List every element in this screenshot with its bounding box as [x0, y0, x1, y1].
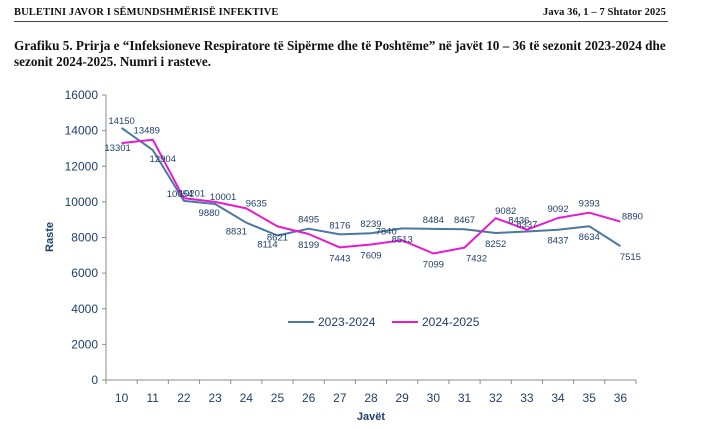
data-label: 8513 — [392, 234, 413, 245]
data-label: 7432 — [466, 254, 487, 265]
data-label: 8199 — [298, 240, 319, 251]
x-tick-label: 10 — [115, 391, 129, 405]
x-tick-label: 24 — [240, 391, 254, 405]
x-tick-label: 33 — [520, 391, 534, 405]
data-label: 13489 — [134, 126, 160, 137]
data-label: 7443 — [329, 253, 350, 264]
data-label: 8634 — [579, 232, 600, 243]
y-tick-label: 4000 — [71, 302, 98, 316]
week-range: Java 36, 1 – 7 Shtator 2025 — [543, 7, 666, 18]
data-label: 8437 — [547, 236, 568, 247]
data-label: 8495 — [298, 215, 319, 226]
x-tick-label: 22 — [177, 391, 191, 405]
series-line-2024-2025 — [121, 138, 621, 255]
data-label: 9880 — [199, 208, 220, 219]
y-tick-label: 10000 — [65, 195, 99, 209]
y-tick-label: 0 — [91, 373, 98, 387]
y-tick-label: 14000 — [65, 124, 99, 138]
x-tick-label: 25 — [271, 391, 285, 405]
page-header: BULETINI JAVOR I SËMUNDSHMËRISË INFEKTIV… — [14, 4, 668, 22]
y-tick-label: 12000 — [65, 159, 99, 173]
legend-entry: 2023-2024 — [318, 315, 376, 329]
data-label: 9393 — [579, 199, 600, 210]
data-label: 8239 — [360, 219, 381, 230]
x-tick-label: 36 — [614, 391, 628, 405]
x-tick-label: 11 — [147, 391, 160, 405]
data-label: 13301 — [104, 143, 130, 154]
data-label: 12904 — [150, 154, 176, 165]
legend-entry: 2024-2025 — [422, 315, 480, 329]
data-label: 7515 — [620, 252, 641, 263]
data-label: 9092 — [547, 204, 568, 215]
y-tick-label: 2000 — [71, 337, 98, 351]
data-label: 8337 — [516, 219, 537, 230]
y-tick-label: 8000 — [71, 231, 98, 245]
x-tick-label: 34 — [551, 391, 565, 405]
data-label: 8484 — [423, 215, 444, 226]
data-labels: 14150 12904 10054 9880 8831 8114 8495 8176 8239 8… — [104, 116, 643, 271]
x-tick-label: 28 — [364, 391, 378, 405]
series-line-2023-2024 — [121, 127, 621, 247]
x-tick-label: 23 — [208, 391, 222, 405]
data-label: 7099 — [423, 260, 444, 271]
y-axis-label: Raste — [44, 222, 56, 252]
data-label: 8176 — [329, 220, 350, 231]
y-tick-label: 6000 — [71, 266, 98, 280]
data-label: 8831 — [226, 227, 247, 238]
x-tick-label: 30 — [427, 391, 441, 405]
y-tick-label: 16000 — [65, 88, 99, 102]
data-label: 8436 — [508, 216, 529, 227]
bulletin-title: BULETINI JAVOR I SËMUNDSHMËRISË INFEKTIV… — [14, 7, 279, 18]
x-tick-label: 32 — [489, 391, 503, 405]
data-label: 10201 — [179, 188, 205, 199]
x-tick-label: 27 — [333, 391, 347, 405]
chart-caption: Grafiku 5. Prirja e “Infeksioneve Respir… — [14, 38, 666, 69]
data-label: 7840 — [376, 226, 397, 237]
x-tick-label: 35 — [583, 391, 597, 405]
x-tick-label: 26 — [302, 391, 316, 405]
data-label: 9082 — [495, 206, 516, 217]
data-label: 8252 — [485, 239, 506, 250]
data-label: 8467 — [454, 215, 475, 226]
x-tick-label: 29 — [395, 391, 409, 405]
data-label: 8890 — [622, 212, 643, 223]
legend: 2023-2024 2024-2025 — [288, 315, 480, 329]
data-label: 7609 — [360, 250, 381, 261]
y-axis: 0 2000 4000 6000 8000 10000 12000 14000 16000 — [65, 88, 107, 387]
data-label: 8114 — [257, 239, 277, 250]
x-tick-label: 31 — [458, 391, 472, 405]
data-label: 8621 — [267, 232, 288, 243]
data-label: 14150 — [108, 116, 134, 127]
series-lines — [121, 127, 621, 255]
x-axis-label: Javët — [357, 411, 385, 423]
data-label: 10054 — [167, 189, 193, 200]
data-label: 10001 — [210, 192, 236, 203]
data-label: 9635 — [246, 198, 267, 209]
x-axis: 10 11 22 23 24 25 26 27 28 29 30 31 32 33 34 35 36 — [105, 379, 637, 405]
